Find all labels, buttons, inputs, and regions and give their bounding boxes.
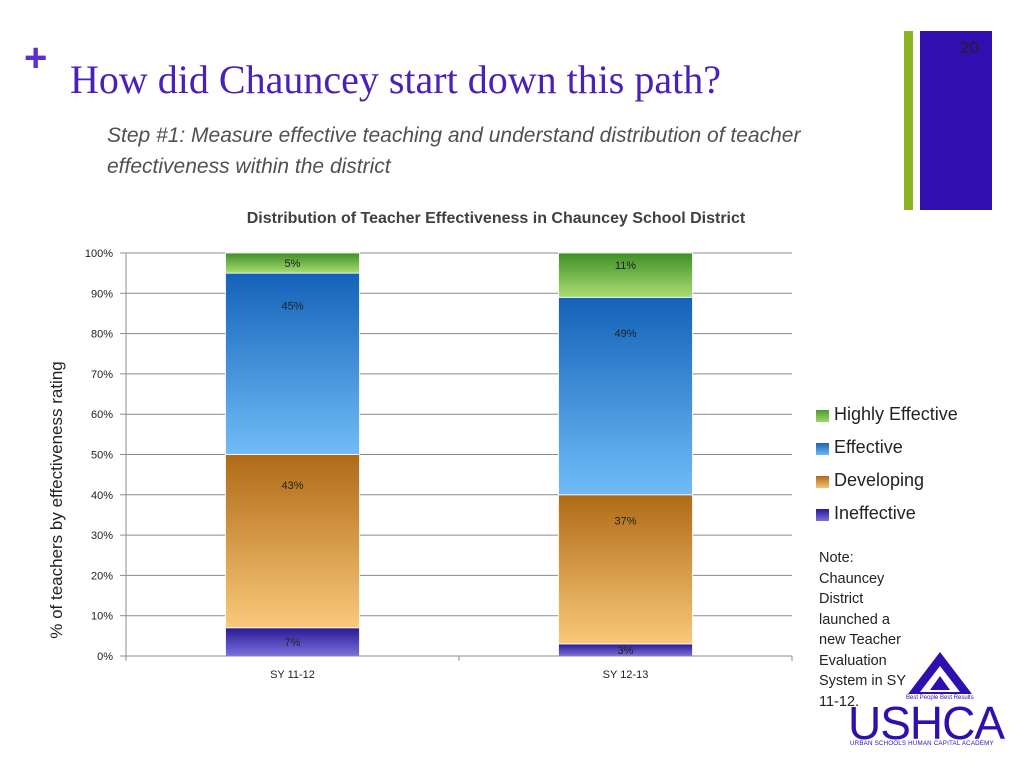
data-label: 43% (281, 480, 303, 492)
plus-icon: + (24, 36, 48, 80)
legend-swatch-effective (816, 443, 829, 455)
x-tick-label: SY 12-13 (603, 669, 649, 681)
legend-label: Developing (834, 470, 925, 490)
bar-developing (225, 454, 360, 629)
legend-swatch-developing (816, 476, 829, 488)
y-tick-label: 60% (91, 409, 113, 421)
y-tick-label: 90% (91, 288, 113, 300)
bar-highly-effective (558, 252, 693, 298)
logo-subtitle: URBAN SCHOOLS HUMAN CAPITAL ACADEMY (850, 740, 994, 747)
logo-triangle-icon (908, 652, 972, 694)
data-label: 5% (285, 258, 301, 270)
y-tick-label: 80% (91, 329, 113, 341)
y-tick-label: 20% (91, 570, 113, 582)
bar-effective (225, 272, 360, 455)
data-label: 49% (614, 328, 636, 340)
bar-developing (558, 494, 693, 645)
accent-bar-blue (920, 31, 992, 210)
legend-label: Highly Effective (834, 404, 958, 424)
data-label: 37% (614, 516, 636, 528)
legend-label: Effective (834, 437, 903, 457)
bar-ineffective (225, 627, 360, 657)
slide-title: How did Chauncey start down this path? (70, 57, 721, 102)
bar-effective (558, 296, 693, 496)
y-tick-label: 10% (91, 611, 113, 623)
legend-label: Ineffective (834, 503, 916, 523)
data-label: 45% (281, 300, 303, 312)
slide-subtitle: Step #1: Measure effective teaching and … (107, 124, 801, 178)
y-tick-label: 40% (91, 490, 113, 502)
chart-title: Distribution of Teacher Effectiveness in… (246, 210, 746, 227)
slide-number: 20 (960, 38, 979, 57)
ushca-logo: Best People Best Results USHCA URBAN SCH… (848, 650, 1012, 750)
bar-highly-effective (225, 252, 360, 274)
data-label: 11% (615, 260, 636, 272)
legend-swatch-highly-effective (816, 410, 829, 422)
accent-bar-green (904, 31, 913, 210)
x-tick-label: SY 11-12 (270, 669, 315, 681)
legend-swatch-ineffective (816, 509, 829, 521)
y-tick-label: 30% (91, 530, 113, 542)
y-tick-label: 100% (85, 248, 113, 260)
y-tick-label: 0% (97, 651, 113, 663)
y-tick-label: 50% (91, 450, 113, 462)
y-tick-label: 70% (91, 369, 113, 381)
data-label: 3% (618, 645, 634, 657)
data-label: 7% (285, 637, 301, 649)
logo-wordmark: USHCA (848, 697, 1005, 749)
chart-note: Note: Chauncey District launched a new T… (819, 550, 906, 710)
logo-tagline: Best People Best Results (906, 695, 974, 701)
